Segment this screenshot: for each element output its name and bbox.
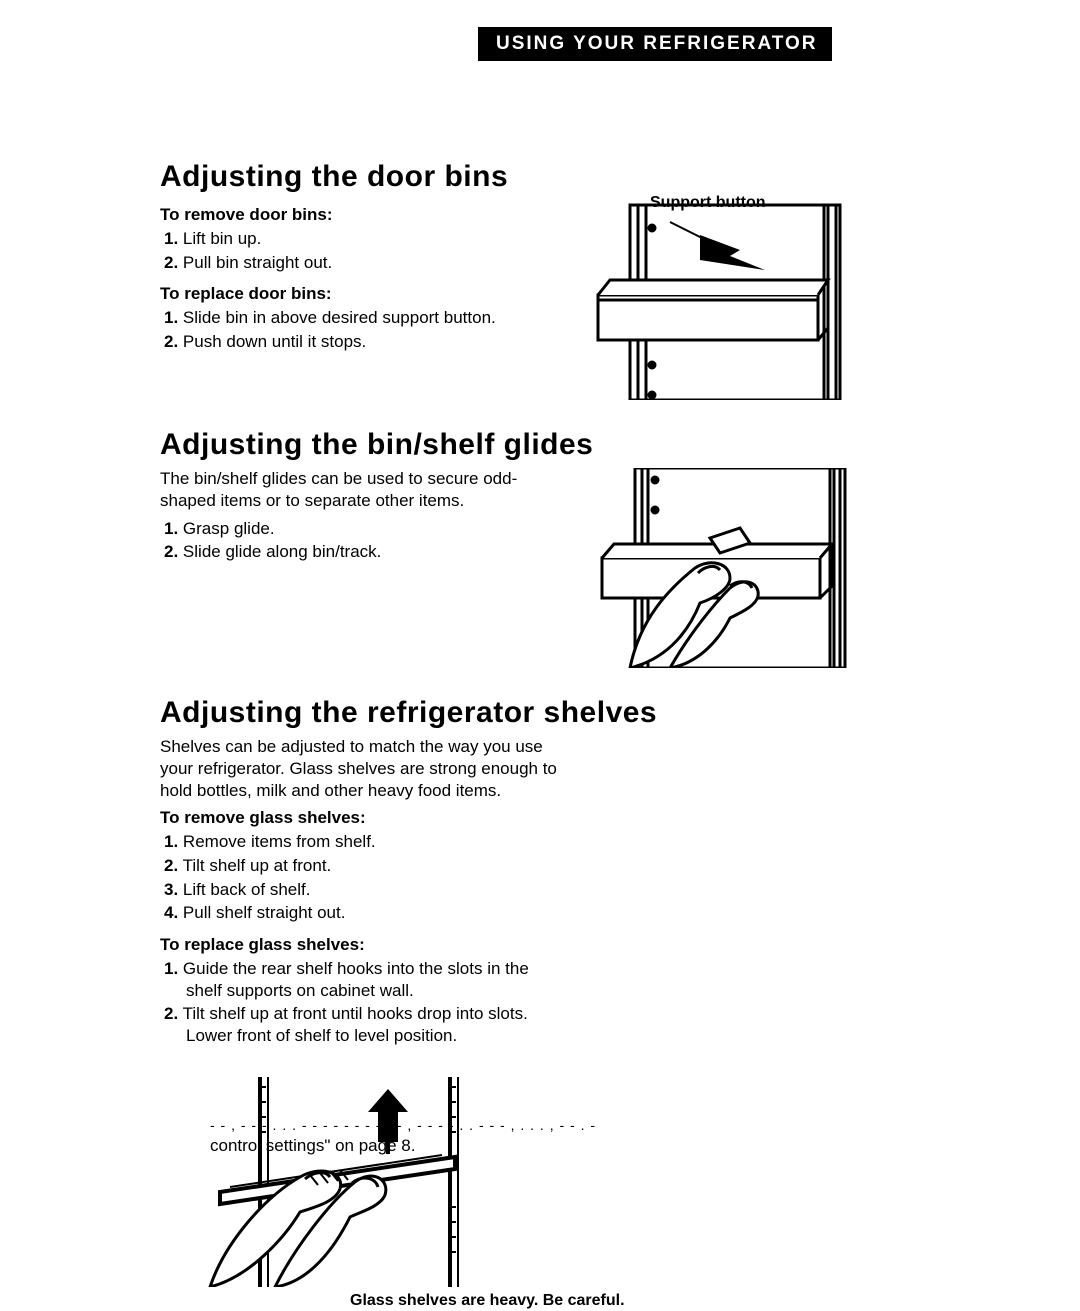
step-list: 1. Grasp glide. 2. Slide glide along bin… — [164, 518, 560, 564]
subheading: To remove glass shelves: — [160, 807, 560, 829]
door-bin-illustration — [580, 200, 860, 400]
section-title: Adjusting the refrigerator shelves — [160, 696, 1020, 730]
step: 2. Slide glide along bin/track. — [164, 541, 560, 563]
step: 1. Grasp glide. — [164, 518, 560, 540]
step: 2. Tilt shelf up at front until hooks dr… — [164, 1003, 560, 1047]
subheading: To replace door bins: — [160, 283, 560, 305]
step-list: 1. Lift bin up. 2. Pull bin straight out… — [164, 228, 560, 274]
section-door-bins: Adjusting the door bins To remove door b… — [160, 160, 1020, 400]
section-text: The bin/shelf glides can be used to secu… — [160, 468, 560, 573]
step: 1. Slide bin in above desired support bu… — [164, 307, 560, 329]
subheading: To replace glass shelves: — [160, 934, 560, 956]
shelf-illustration — [180, 1057, 480, 1287]
figure-caption: Glass shelves are heavy. Be careful. — [350, 1291, 625, 1311]
section-header-bar: USING YOUR REFRIGERATOR — [478, 27, 832, 61]
step: 1. Remove items from shelf. — [164, 831, 560, 853]
footer-dashline: - - , - - - . . . - - - - - - - - - - , … — [210, 1117, 596, 1135]
step: 4. Pull shelf straight out. — [164, 902, 560, 924]
subheading: To remove door bins: — [160, 204, 560, 226]
footer-fragment: - - , - - - . . . - - - - - - - - - - , … — [210, 1117, 596, 1156]
figure-label: Support button — [650, 194, 766, 212]
section-title: Adjusting the door bins — [160, 160, 1020, 194]
step: 2. Push down until it stops. — [164, 331, 560, 353]
section-refrigerator-shelves: Adjusting the refrigerator shelves Shelv… — [160, 696, 1020, 1311]
footer-text: control settings" on page 8. — [210, 1135, 596, 1156]
step: 3. Lift back of shelf. — [164, 879, 560, 901]
intro-text: Shelves can be adjusted to match the way… — [160, 736, 560, 801]
step-list: 1. Guide the rear shelf hooks into the s… — [164, 958, 560, 1047]
intro-text: The bin/shelf glides can be used to secu… — [160, 468, 560, 512]
figure-door-bin: Support button — [580, 200, 860, 400]
step: 2. Tilt shelf up at front. — [164, 855, 560, 877]
figure-glide — [580, 468, 860, 668]
step: 1. Guide the rear shelf hooks into the s… — [164, 958, 560, 1002]
figure-shelf: Glass shelves are heavy. Be careful. — [180, 1057, 625, 1311]
step: 1. Lift bin up. — [164, 228, 560, 250]
step-list: 1. Slide bin in above desired support bu… — [164, 307, 560, 353]
step: 2. Pull bin straight out. — [164, 252, 560, 274]
section-text: To remove door bins: 1. Lift bin up. 2. … — [160, 200, 560, 363]
section-title: Adjusting the bin/shelf glides — [160, 428, 1020, 462]
section-text: Shelves can be adjusted to match the way… — [160, 736, 560, 1057]
glide-illustration — [580, 468, 860, 668]
section-bin-shelf-glides: Adjusting the bin/shelf glides The bin/s… — [160, 428, 1020, 668]
step-list: 1. Remove items from shelf. 2. Tilt shel… — [164, 831, 560, 924]
